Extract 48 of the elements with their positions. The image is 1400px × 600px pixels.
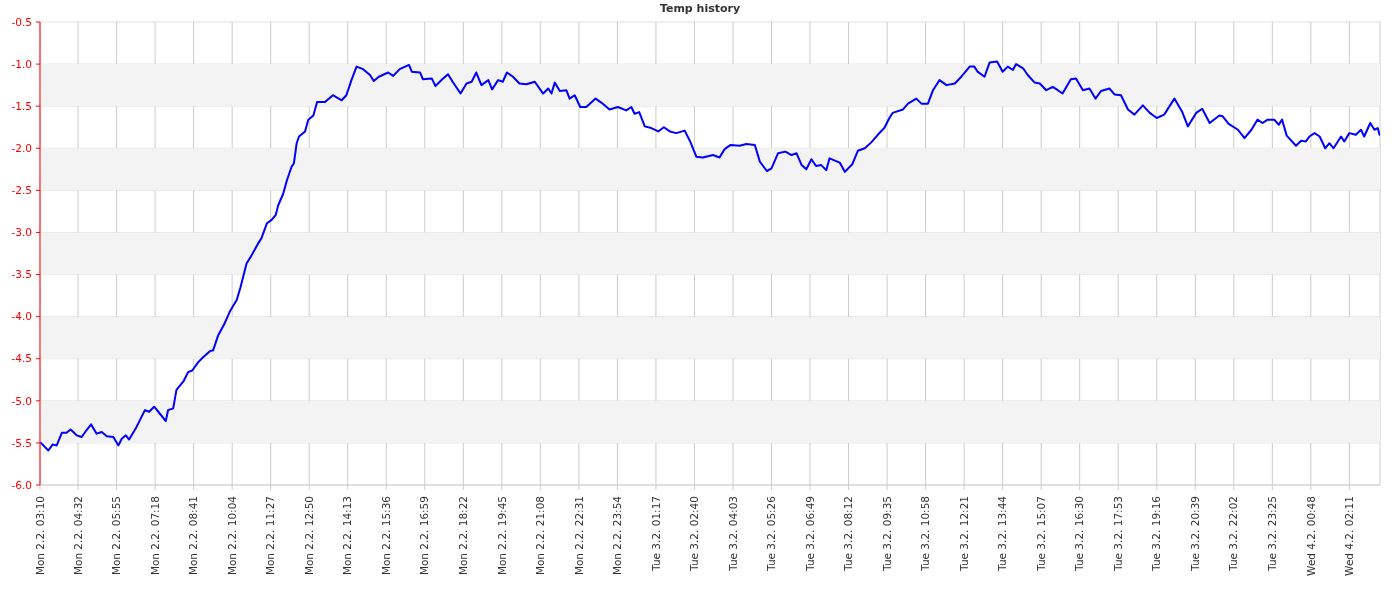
x-tick-label: Wed 4.2. 00:48	[1304, 496, 1317, 576]
x-tick-label: Mon 2.2. 19:45	[495, 496, 508, 576]
y-tick-label: -2.0	[11, 142, 32, 154]
x-tick-label: Tue 3.2. 23:25	[1265, 496, 1278, 572]
x-tick-label: Tue 3.2. 08:12	[842, 496, 855, 572]
x-tick-label: Mon 2.2. 23:54	[611, 495, 624, 576]
y-tick-label: -5.0	[11, 394, 32, 407]
x-tick-label: Mon 2.2. 14:13	[341, 496, 354, 576]
y-tick-label: -5.5	[11, 436, 32, 449]
y-tick-label: -4.0	[11, 310, 32, 323]
y-tick-label: -0.5	[11, 15, 32, 28]
y-tick-label: -1.0	[11, 57, 32, 70]
x-tick-label: Mon 2.2. 10:04	[225, 495, 238, 576]
x-tick-label: Tue 3.2. 02:40	[688, 496, 701, 572]
x-tick-label: Tue 3.2. 15:07	[1034, 496, 1047, 572]
x-tick-label: Tue 3.2. 12:21	[957, 496, 970, 572]
x-tick-label: Mon 2.2. 18:22	[456, 496, 469, 576]
x-tick-label: Wed 4.2. 02:11	[1343, 496, 1356, 576]
y-tick-label: -4.5	[11, 352, 32, 365]
x-tick-label: Mon 2.2. 12:50	[302, 496, 315, 576]
x-tick-label: Mon 2.2. 15:36	[379, 495, 392, 576]
x-tick-label: Mon 2.2. 04:32	[71, 496, 84, 576]
y-tick-label: -3.0	[11, 226, 32, 239]
x-tick-label: Tue 3.2. 17:53	[1111, 496, 1124, 572]
x-tick-label: Tue 3.2. 01:17	[649, 496, 662, 572]
x-tick-label: Tue 3.2. 22:02	[1227, 496, 1240, 572]
x-tick-label: Mon 2.2. 05:55	[110, 496, 123, 576]
chart-title: Temp history	[659, 2, 741, 16]
x-tick-label: Mon 2.2. 11:27	[264, 496, 277, 576]
x-tick-label: Mon 2.2. 21:08	[534, 496, 547, 576]
x-tick-label: Mon 2.2. 08:41	[187, 496, 200, 576]
x-tick-label: Tue 3.2. 05:26	[765, 495, 778, 572]
y-tick-label: -1.5	[11, 99, 32, 112]
x-tick-label: Tue 3.2. 04:03	[726, 496, 739, 572]
x-tick-label: Mon 2.2. 16:59	[418, 496, 431, 576]
y-tick-label: -2.5	[11, 184, 32, 197]
x-tick-label: Tue 3.2. 13:44	[996, 495, 1009, 572]
x-tick-label: Mon 2.2. 22:31	[572, 496, 585, 576]
y-tick-label: -3.5	[11, 268, 32, 281]
x-tick-label: Mon 2.2. 03:10	[33, 496, 46, 576]
x-tick-label: Mon 2.2. 07:18	[148, 496, 161, 576]
x-tick-label: Tue 3.2. 09:35	[880, 496, 893, 572]
x-tick-label: Tue 3.2. 16:30	[1073, 496, 1086, 572]
x-tick-label: Tue 3.2. 06:49	[803, 496, 816, 572]
x-tick-label: Tue 3.2. 10:58	[919, 496, 932, 572]
x-tick-label: Tue 3.2. 19:16	[1150, 495, 1163, 572]
x-tick-label: Tue 3.2. 20:39	[1188, 496, 1201, 572]
y-tick-label: -6.0	[11, 478, 32, 491]
